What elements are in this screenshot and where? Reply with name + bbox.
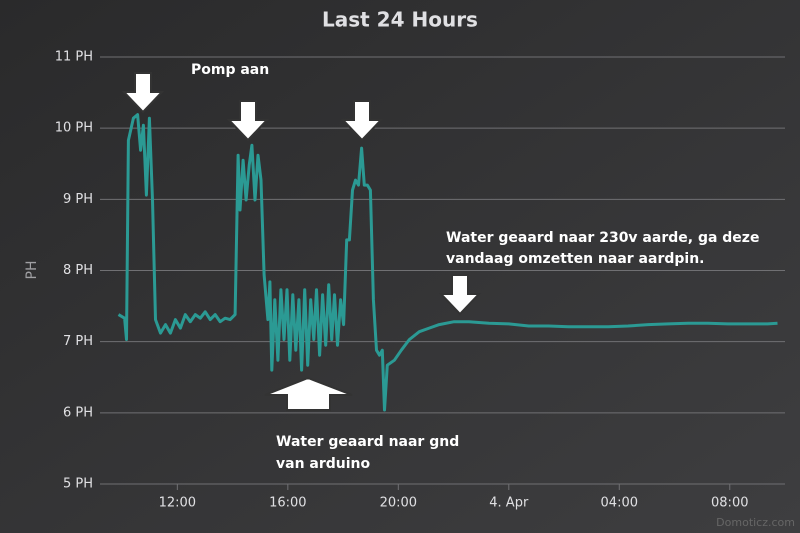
y-axis-title: PH	[24, 261, 40, 280]
y-tick-label: 9 PH	[63, 192, 93, 207]
x-tick-label: 4. Apr	[489, 496, 529, 511]
plot-area: 5 PH 6 PH 7 PH 8 PH 9 PH 10 PH 11 PH 12:00 16:00…	[55, 50, 785, 511]
x-tick-label: 04:00	[601, 496, 638, 511]
arrow	[438, 274, 482, 316]
annotation: Pomp aan	[191, 62, 269, 78]
annotation: Water geaard naar 230v aarde, ga deze	[446, 230, 759, 246]
y-tick-label: 7 PH	[63, 334, 93, 349]
arrow	[264, 376, 353, 411]
x-tick-label: 16:00	[269, 496, 306, 511]
x-tick-label: 12:00	[159, 496, 196, 511]
y-tick-label: 5 PH	[63, 477, 93, 492]
x-tick-label: 08:00	[711, 496, 748, 511]
annotation: Water geaard naar gnd	[276, 434, 459, 450]
credits: Domoticz.com	[716, 516, 795, 529]
annotations: Pomp aan Water geaard naar 230v aarde, g…	[121, 62, 759, 472]
y-tick-label: 11 PH	[55, 50, 93, 65]
arrow	[121, 72, 165, 114]
chart-title: Last 24 Hours	[322, 8, 478, 32]
data-line	[117, 113, 778, 412]
x-tick-label: 20:00	[380, 496, 417, 511]
y-tick-label: 10 PH	[55, 121, 93, 136]
y-tick-label: 6 PH	[63, 405, 93, 420]
annotation: vandaag omzetten naar aardpin.	[446, 251, 705, 267]
arrow	[226, 100, 270, 142]
annotation: van arduino	[276, 456, 371, 472]
arrow	[340, 100, 384, 142]
y-tick-label: 8 PH	[63, 263, 93, 278]
